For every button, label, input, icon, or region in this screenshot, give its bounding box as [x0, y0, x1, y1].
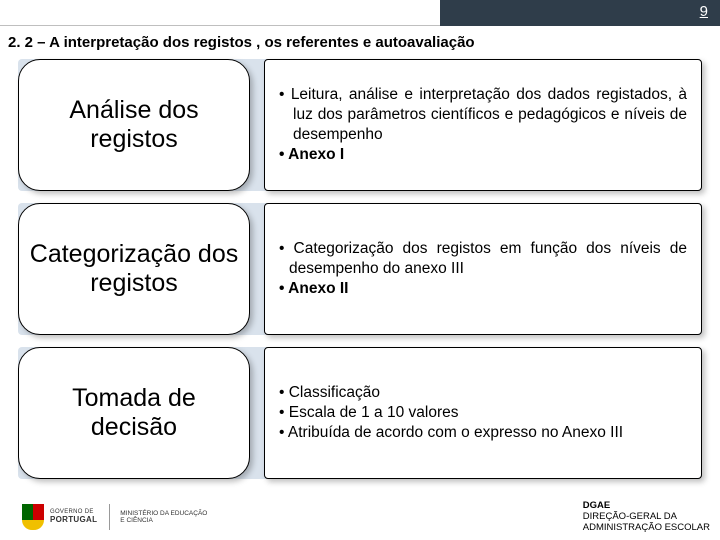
logo-divider	[109, 504, 110, 530]
row-content: Categorização dos registos em função dos…	[264, 203, 702, 335]
bullet: Classificação	[279, 383, 687, 403]
bullet: Anexo II	[279, 279, 687, 299]
gov-logo-text: GOVERNO DE PORTUGAL	[50, 509, 97, 524]
bullet: Categorização dos registos em função dos…	[279, 239, 687, 279]
dgae-line2: ADMINISTRAÇÃO ESCOLAR	[583, 523, 710, 534]
logo-line2: PORTUGAL	[50, 516, 97, 525]
footer: GOVERNO DE PORTUGAL MINISTÉRIO DA EDUCAÇ…	[0, 486, 720, 536]
ministry-line2: E CIÊNCIA	[120, 517, 207, 524]
bullet: Escala de 1 a 10 valores	[279, 403, 687, 423]
header-bar: 9	[0, 0, 720, 28]
row-analise: Análise dos registos Leitura, análise e …	[18, 59, 702, 191]
row-categorizacao: Categorização dos registos Categorização…	[18, 203, 702, 335]
portugal-crest-icon	[22, 504, 44, 530]
ministry-text: MINISTÉRIO DA EDUCAÇÃO E CIÊNCIA	[120, 510, 207, 525]
ministry-line1: MINISTÉRIO DA EDUCAÇÃO	[120, 510, 207, 517]
bullet: Anexo I	[279, 145, 687, 165]
header-divider	[0, 25, 440, 26]
bullet: Atribuída de acordo com o expresso no An…	[279, 423, 687, 443]
row-content: Classificação Escala de 1 a 10 valores A…	[264, 347, 702, 479]
section-title: 2. 2 – A interpretação dos registos , os…	[0, 28, 720, 59]
page-number: 9	[700, 3, 708, 20]
gov-logo: GOVERNO DE PORTUGAL MINISTÉRIO DA EDUCAÇ…	[22, 504, 207, 530]
header-dark-block	[440, 0, 720, 26]
row-label: Categorização dos registos	[18, 203, 250, 335]
dgae-block: DGAE DIREÇÃO-GERAL DA ADMINISTRAÇÃO ESCO…	[583, 501, 710, 534]
row-tomada: Tomada de decisão Classificação Escala d…	[18, 347, 702, 479]
row-content: Leitura, análise e interpretação dos dad…	[264, 59, 702, 191]
row-label: Análise dos registos	[18, 59, 250, 191]
row-label: Tomada de decisão	[18, 347, 250, 479]
bullet: Leitura, análise e interpretação dos dad…	[279, 85, 687, 144]
rows-container: Análise dos registos Leitura, análise e …	[0, 59, 720, 479]
